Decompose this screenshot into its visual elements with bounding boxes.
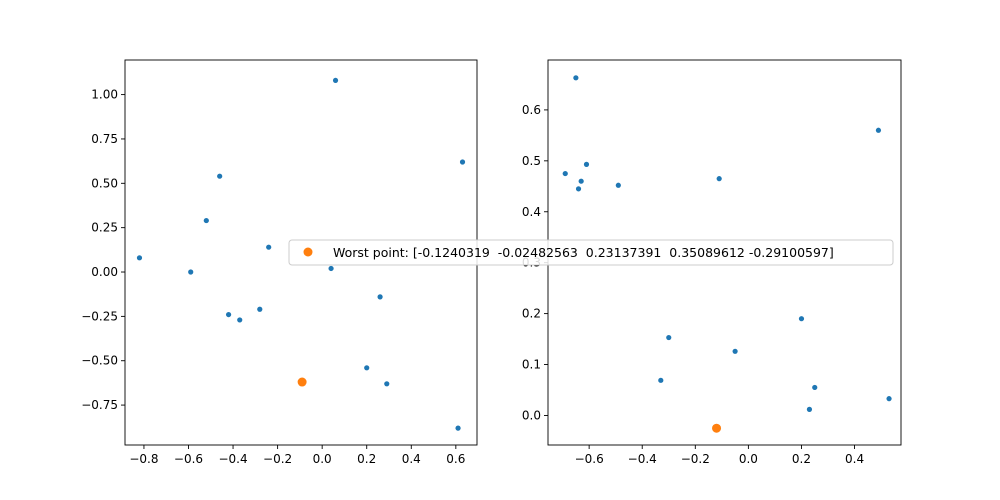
left-data-point — [328, 265, 334, 272]
left-data-point — [266, 244, 272, 250]
left-data-point — [136, 255, 143, 261]
left-x-tick-label: −0.4 — [218, 452, 247, 466]
right-data-point — [615, 182, 621, 188]
right-data-point — [666, 334, 672, 341]
left-y-tick-label: −0.75 — [81, 398, 118, 412]
left-data-point — [364, 365, 370, 371]
left-y-tick-label: −0.25 — [81, 309, 118, 323]
left-y-tick-label: 0.00 — [91, 265, 118, 279]
left-data-point — [459, 159, 466, 165]
right-x-tick-label: −0.2 — [681, 452, 710, 466]
left-y-tick-label: 1.00 — [91, 88, 118, 102]
legend-worst-marker — [303, 247, 313, 257]
right-data-point — [716, 176, 722, 182]
left-data-point — [332, 77, 339, 84]
left-x-tick-label: 0.6 — [446, 452, 465, 466]
left-x-tick-label: 0.2 — [357, 452, 376, 466]
right-y-tick-label: 0.1 — [522, 358, 541, 372]
right-worst-point — [712, 423, 722, 433]
left-x-tick-label: −0.6 — [174, 452, 203, 466]
left-y-tick-label: 0.75 — [91, 132, 118, 146]
right-x-tick-label: 0.4 — [845, 452, 864, 466]
left-x-tick-label: 0.0 — [313, 452, 332, 466]
left-worst-point — [297, 377, 307, 387]
right-data-point — [875, 127, 882, 133]
left-data-point — [384, 381, 390, 387]
left-x-tick-label: −0.8 — [129, 452, 158, 466]
left-data-point — [225, 311, 232, 318]
left-data-point — [217, 173, 223, 179]
left-y-tick-label: −0.50 — [81, 354, 118, 368]
right-data-point — [562, 170, 568, 177]
right-data-point — [658, 377, 664, 383]
left-x-tick-label: 0.4 — [402, 452, 421, 466]
legend: Worst point: [-0.1240319 -0.02482563 0.2… — [288, 239, 894, 266]
right-data-point — [578, 178, 584, 184]
right-data-point — [583, 161, 590, 167]
legend-label: Worst point: [-0.1240319 -0.02482563 0.2… — [333, 245, 834, 260]
right-y-tick-label: 0.6 — [522, 103, 541, 117]
right-data-point — [886, 396, 892, 402]
left-x-tick-label: −0.2 — [263, 452, 292, 466]
left-y-tick-label: 0.25 — [91, 221, 118, 235]
right-x-tick-label: 0.2 — [792, 452, 811, 466]
right-y-tick-label: 0.5 — [522, 154, 541, 168]
left-data-point — [455, 425, 461, 431]
left-data-point — [237, 317, 243, 323]
right-data-point — [575, 186, 582, 192]
left-data-point — [203, 217, 209, 224]
right-x-tick-label: −0.6 — [575, 452, 604, 466]
left-data-point — [377, 294, 383, 300]
right-x-tick-label: −0.4 — [628, 452, 657, 466]
right-data-point — [732, 348, 738, 354]
right-x-tick-label: 0.0 — [739, 452, 758, 466]
left-data-point — [188, 269, 194, 275]
right-data-point — [812, 384, 818, 391]
left-data-point — [257, 306, 263, 312]
left-y-tick-label: 0.50 — [91, 176, 118, 190]
right-data-point — [806, 406, 813, 412]
right-y-tick-label: 0.0 — [522, 408, 541, 422]
right-y-tick-label: 0.4 — [522, 205, 541, 219]
legend-box — [288, 239, 894, 266]
right-data-point — [573, 75, 579, 81]
right-y-tick-label: 0.2 — [522, 307, 541, 321]
right-data-point — [798, 316, 805, 322]
